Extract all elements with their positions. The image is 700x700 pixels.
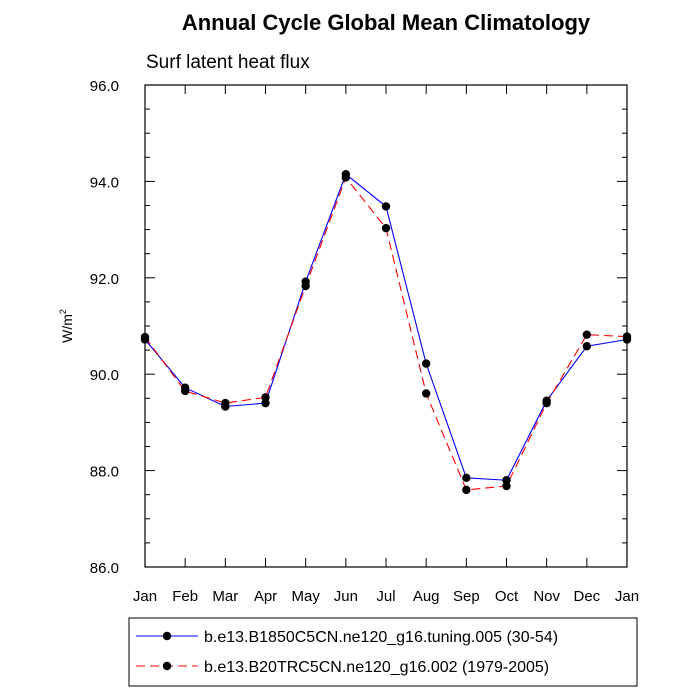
plot-frame bbox=[144, 84, 628, 568]
legend-label-2: b.e13.B20TRC5CN.ne120_g16.002 (1979-2005… bbox=[204, 659, 549, 676]
x-tick-label: Dec bbox=[573, 588, 600, 605]
series-line-1 bbox=[144, 173, 628, 481]
data-point-series-2 bbox=[582, 330, 592, 339]
data-point-series-2 bbox=[462, 485, 471, 495]
x-tick-label: Jan bbox=[133, 588, 157, 605]
data-point-series-2 bbox=[502, 481, 511, 491]
chart-subtitle: Surf latent heat flux bbox=[146, 52, 310, 73]
data-point-series-1 bbox=[381, 202, 391, 211]
y-axis-label: W/m2 bbox=[58, 309, 75, 343]
data-point-series-2 bbox=[542, 398, 551, 408]
x-tick-label: Oct bbox=[495, 588, 519, 605]
data-point-series-2 bbox=[421, 389, 431, 398]
x-tick-label: Apr bbox=[254, 588, 277, 605]
y-tick-label: 88.0 bbox=[90, 464, 119, 481]
y-tick-label: 94.0 bbox=[90, 174, 119, 191]
y-tick-label: 86.0 bbox=[90, 560, 119, 577]
data-point-series-2 bbox=[341, 173, 351, 182]
y-axis-label-superscript: 2 bbox=[58, 309, 68, 314]
legend-label-1: b.e13.B1850C5CN.ne120_g16.tuning.005 (30… bbox=[204, 629, 558, 646]
x-tick-label: Aug bbox=[413, 588, 440, 605]
x-tick-label: May bbox=[291, 588, 320, 605]
data-point-series-2 bbox=[261, 393, 270, 402]
svg-text:W/m2: W/m2 bbox=[58, 309, 75, 343]
x-tick-label: Sep bbox=[453, 588, 480, 605]
data-point-series-2 bbox=[301, 281, 310, 291]
x-tick-label: Feb bbox=[172, 588, 198, 605]
data-point-series-1 bbox=[502, 476, 511, 485]
legend-marker-2 bbox=[162, 661, 172, 671]
data-point-series-2 bbox=[221, 398, 230, 408]
data-point-series-2 bbox=[622, 332, 632, 341]
legend-marker-1 bbox=[162, 631, 172, 641]
data-point-series-2 bbox=[180, 386, 190, 396]
data-point-series-2 bbox=[140, 332, 150, 342]
data-point-series-1 bbox=[462, 473, 471, 483]
y-tick-label: 92.0 bbox=[90, 271, 119, 288]
chart-title: Annual Cycle Global Mean Climatology bbox=[182, 10, 591, 35]
x-tick-label: Jul bbox=[376, 588, 395, 605]
y-tick-label: 90.0 bbox=[90, 367, 119, 384]
x-tick-label: Jun bbox=[334, 588, 358, 605]
x-tick-label: Jan bbox=[615, 588, 639, 605]
data-point-series-1 bbox=[261, 398, 270, 408]
data-point-series-2 bbox=[381, 223, 391, 233]
x-tick-label: Mar bbox=[212, 588, 238, 605]
data-point-series-1 bbox=[421, 359, 431, 368]
y-axis-label-main: W/m bbox=[59, 314, 75, 343]
data-point-series-1 bbox=[582, 342, 592, 351]
x-tick-label: Nov bbox=[533, 588, 560, 605]
legend-box bbox=[128, 617, 638, 687]
y-tick-label: 96.0 bbox=[90, 78, 119, 95]
